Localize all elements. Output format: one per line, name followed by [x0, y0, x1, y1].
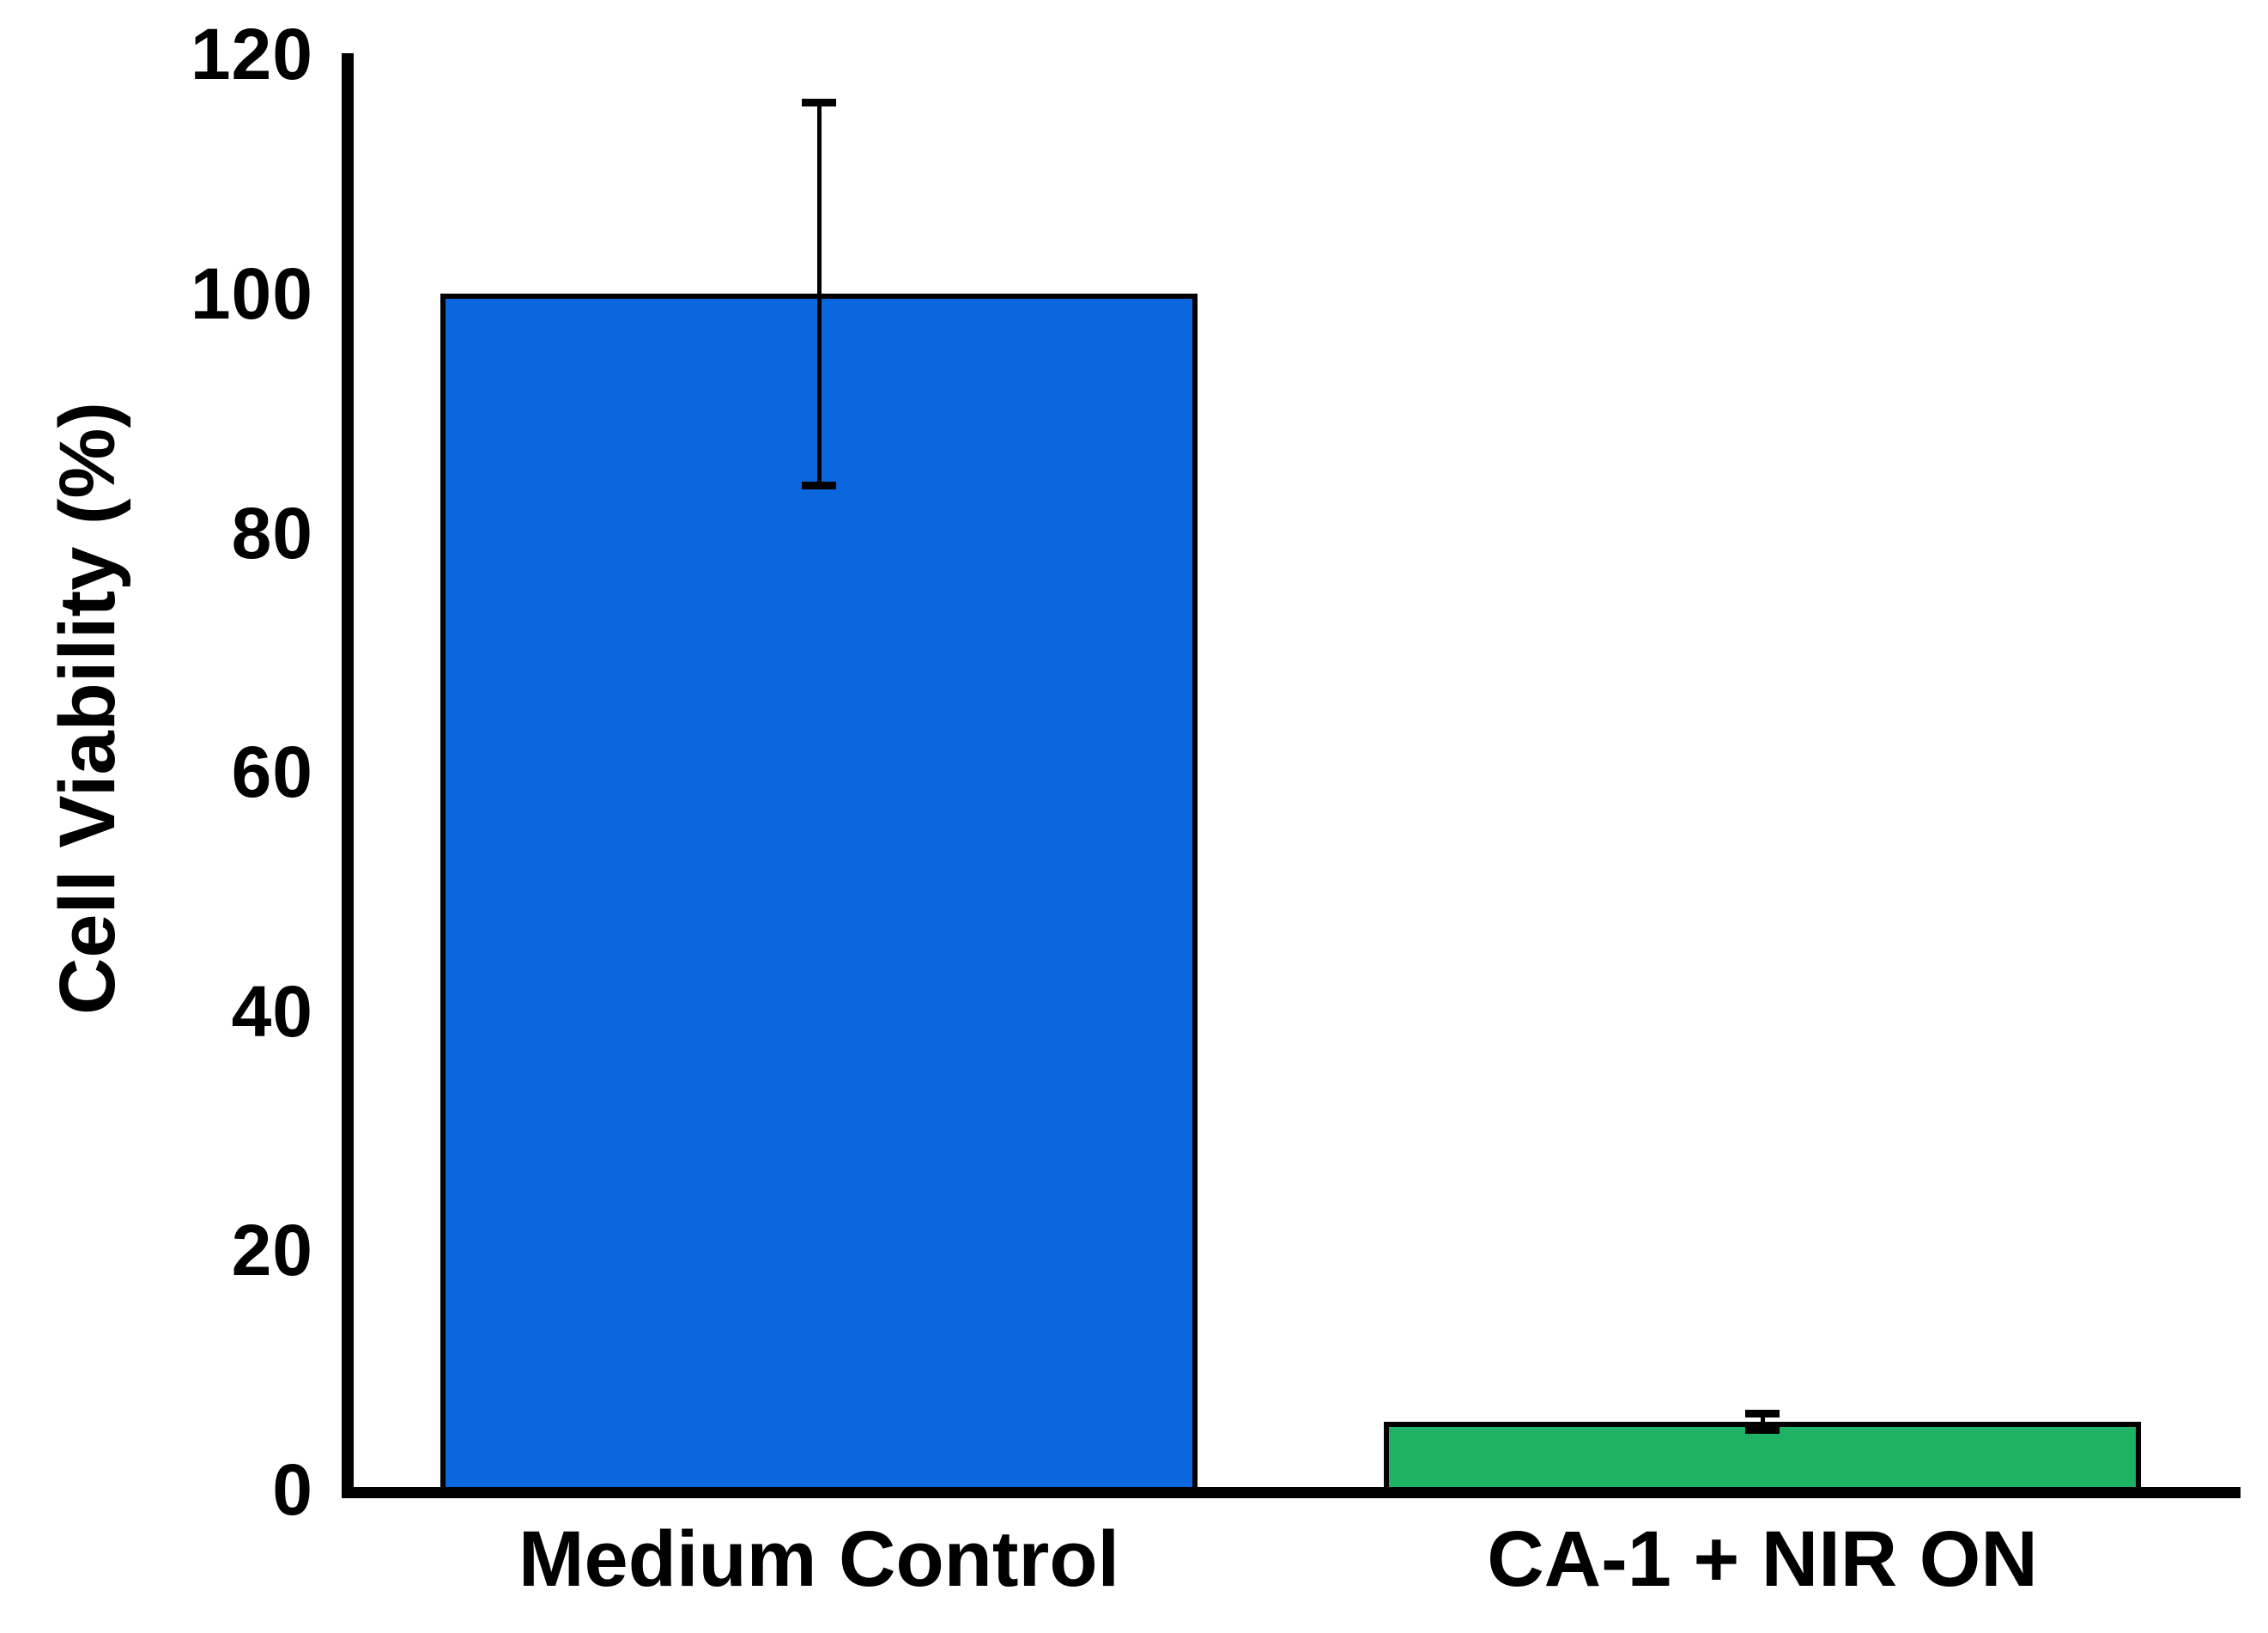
error-bar-cap-top-ca-1-nir-on	[1745, 1410, 1780, 1417]
y-tick-label-20: 20	[231, 1210, 313, 1290]
y-tick-label-80: 80	[231, 493, 313, 574]
error-bar-cap-top-medium-control	[802, 99, 836, 106]
y-tick-label-60: 60	[231, 732, 313, 812]
x-axis-line	[342, 1487, 2241, 1498]
error-bar-whisker-ca-1-nir-on	[1761, 1413, 1765, 1430]
y-tick-label-100: 100	[190, 253, 313, 334]
y-tick-label-0: 0	[272, 1449, 313, 1530]
error-bar-whisker-medium-control	[817, 102, 822, 485]
y-tick-label-40: 40	[231, 971, 313, 1052]
y-tick-label-120: 120	[190, 14, 313, 94]
error-bar-cap-bottom-ca-1-nir-on	[1745, 1426, 1780, 1434]
x-category-label-medium-control: Medium Control	[518, 1515, 1120, 1603]
bar-medium-control	[440, 294, 1198, 1492]
y-axis-line	[342, 53, 354, 1498]
x-category-label-ca-1-nir-on: CA-1 + NIR ON	[1487, 1515, 2038, 1603]
error-bar-cap-bottom-medium-control	[802, 482, 836, 489]
